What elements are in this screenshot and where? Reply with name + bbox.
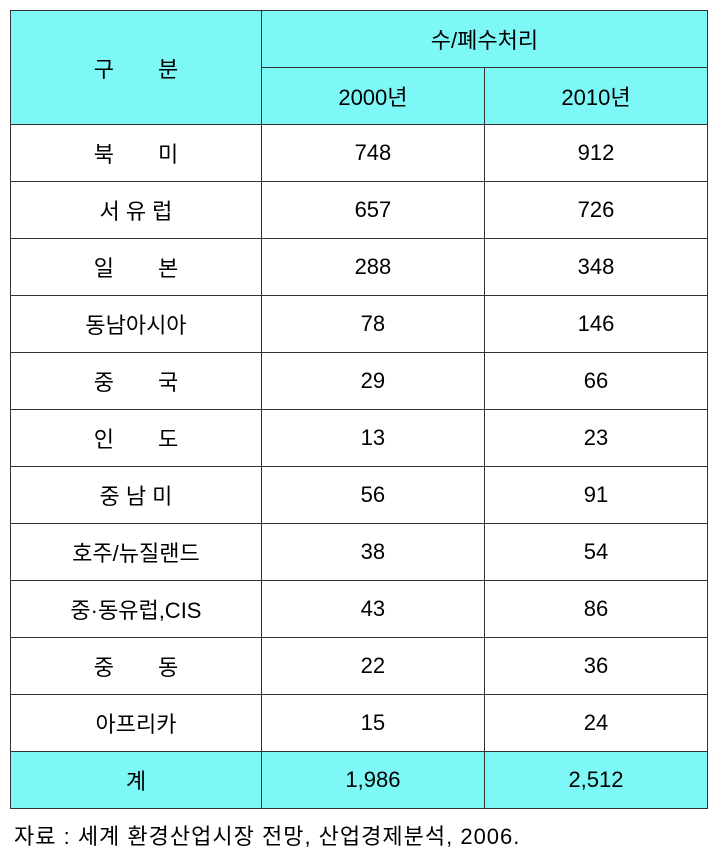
- row-label: 중 남 미: [11, 467, 262, 524]
- table-row: 서 유 럽657726: [11, 182, 708, 239]
- data-table: 구 분 수/폐수처리 2000년 2010년 북 미748912서 유 럽657…: [10, 10, 708, 809]
- row-value-y1: 38: [261, 524, 484, 581]
- row-label: 호주/뉴질랜드: [11, 524, 262, 581]
- row-value-y2: 348: [484, 239, 707, 296]
- row-label: 아프리카: [11, 695, 262, 752]
- row-value-y1: 748: [261, 125, 484, 182]
- row-value-y2: 91: [484, 467, 707, 524]
- row-value-y1: 657: [261, 182, 484, 239]
- row-value-y2: 66: [484, 353, 707, 410]
- row-label: 동남아시아: [11, 296, 262, 353]
- table-row: 호주/뉴질랜드3854: [11, 524, 708, 581]
- header-row-1: 구 분 수/폐수처리: [11, 11, 708, 68]
- table-row: 중 동2236: [11, 638, 708, 695]
- table-row: 북 미748912: [11, 125, 708, 182]
- total-y2: 2,512: [484, 752, 707, 809]
- row-label: 일 본: [11, 239, 262, 296]
- row-label: 북 미: [11, 125, 262, 182]
- row-value-y1: 56: [261, 467, 484, 524]
- row-value-y2: 726: [484, 182, 707, 239]
- table-row: 동남아시아78146: [11, 296, 708, 353]
- row-value-y2: 86: [484, 581, 707, 638]
- header-year1: 2000년: [261, 68, 484, 125]
- total-label: 계: [11, 752, 262, 809]
- table-row: 중·동유럽,CIS4386: [11, 581, 708, 638]
- row-label: 중 동: [11, 638, 262, 695]
- header-category: 구 분: [11, 11, 262, 125]
- header-group: 수/폐수처리: [261, 11, 707, 68]
- total-row: 계1,9862,512: [11, 752, 708, 809]
- row-value-y1: 15: [261, 695, 484, 752]
- row-value-y1: 78: [261, 296, 484, 353]
- row-label: 서 유 럽: [11, 182, 262, 239]
- table-row: 아프리카1524: [11, 695, 708, 752]
- row-value-y1: 13: [261, 410, 484, 467]
- row-label: 인 도: [11, 410, 262, 467]
- row-value-y2: 912: [484, 125, 707, 182]
- row-value-y1: 22: [261, 638, 484, 695]
- row-value-y2: 146: [484, 296, 707, 353]
- table-row: 중 남 미5691: [11, 467, 708, 524]
- table-row: 인 도1323: [11, 410, 708, 467]
- row-value-y2: 23: [484, 410, 707, 467]
- row-value-y2: 36: [484, 638, 707, 695]
- table-container: 구 분 수/폐수처리 2000년 2010년 북 미748912서 유 럽657…: [10, 10, 708, 851]
- row-value-y2: 54: [484, 524, 707, 581]
- source-text: 자료 : 세계 환경산업시장 전망, 산업경제분석, 2006.: [10, 819, 708, 851]
- total-y1: 1,986: [261, 752, 484, 809]
- row-label: 중·동유럽,CIS: [11, 581, 262, 638]
- header-year2: 2010년: [484, 68, 707, 125]
- row-value-y1: 288: [261, 239, 484, 296]
- table-row: 일 본288348: [11, 239, 708, 296]
- table-body: 북 미748912서 유 럽657726일 본288348동남아시아78146중…: [11, 125, 708, 809]
- row-value-y2: 24: [484, 695, 707, 752]
- table-row: 중 국2966: [11, 353, 708, 410]
- row-value-y1: 29: [261, 353, 484, 410]
- row-label: 중 국: [11, 353, 262, 410]
- row-value-y1: 43: [261, 581, 484, 638]
